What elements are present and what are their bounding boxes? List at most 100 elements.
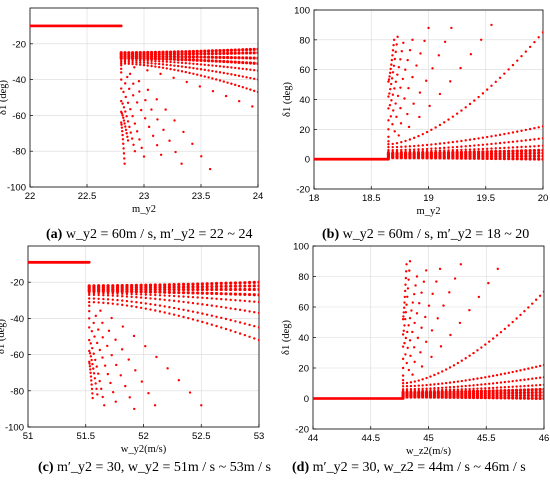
data-point — [481, 136, 485, 139]
data-point — [395, 43, 398, 46]
data-point — [442, 151, 446, 155]
caption-d-text: m′_y2 = 30, w_z2 = 44m / s ~ 46m / s — [312, 460, 526, 475]
data-point — [110, 316, 113, 320]
data-point — [163, 287, 167, 292]
data-point — [415, 64, 418, 67]
data-point — [477, 137, 480, 140]
data-point — [138, 56, 142, 60]
data-point — [130, 137, 134, 140]
data-point — [245, 76, 248, 79]
data-point — [88, 291, 91, 295]
data-point — [230, 73, 233, 76]
data-point — [511, 157, 515, 161]
data-point — [243, 287, 247, 292]
data-point — [120, 112, 124, 115]
data-point — [169, 52, 173, 56]
data-point — [158, 285, 162, 289]
data-point — [215, 64, 218, 68]
data-point — [92, 289, 96, 293]
data-point — [163, 311, 166, 314]
data-point — [238, 308, 242, 312]
x-tick-label: 45 — [423, 433, 434, 444]
data-point — [441, 382, 444, 385]
data-point — [121, 102, 124, 105]
data-point — [494, 152, 498, 156]
data-point — [153, 283, 157, 287]
data-point — [480, 376, 483, 380]
data-point — [406, 330, 409, 334]
data-point — [541, 148, 543, 152]
data-point — [135, 130, 139, 133]
data-point — [253, 89, 256, 93]
data-point — [534, 396, 538, 400]
y-tick-label: 80 — [299, 35, 310, 46]
data-point — [144, 287, 148, 292]
data-point — [485, 154, 489, 158]
data-point — [181, 287, 186, 292]
data-point — [210, 314, 214, 317]
data-point — [120, 348, 124, 351]
data-point — [541, 125, 543, 128]
data-point-pre — [119, 24, 123, 28]
data-point — [257, 300, 259, 304]
data-point — [196, 296, 199, 299]
data-point — [229, 318, 232, 322]
data-point — [155, 143, 159, 147]
data-point — [425, 147, 429, 151]
data-point — [200, 285, 205, 289]
data-point — [222, 65, 225, 68]
data-point — [241, 86, 244, 89]
data-point — [247, 292, 252, 297]
data-point — [187, 316, 190, 320]
data-point — [421, 144, 424, 147]
data-point — [516, 130, 519, 133]
data-point — [541, 137, 543, 140]
data-point — [456, 388, 460, 391]
data-point — [434, 142, 437, 146]
data-point — [139, 61, 142, 64]
data-point — [408, 48, 412, 52]
data-point — [149, 308, 152, 311]
data-point — [484, 376, 487, 379]
data-point — [503, 388, 507, 393]
data-point — [153, 290, 157, 294]
data-point — [393, 57, 397, 61]
data-point — [488, 340, 491, 343]
data-point — [155, 355, 158, 359]
data-point — [392, 64, 396, 68]
data-point — [107, 329, 111, 333]
data-point — [120, 289, 124, 294]
data-point — [502, 152, 506, 156]
data-point — [123, 60, 127, 63]
data-point — [406, 287, 410, 290]
data-point — [402, 306, 406, 309]
data-point — [150, 108, 153, 111]
caption-c-letter: (c) — [38, 460, 54, 475]
data-point — [124, 125, 127, 128]
data-point — [491, 391, 495, 395]
data-point — [127, 358, 130, 361]
data-point — [448, 390, 452, 394]
data-point — [541, 157, 543, 161]
data-point — [537, 154, 541, 158]
data-point — [172, 52, 176, 56]
data-point — [154, 293, 157, 297]
data-point — [88, 362, 91, 365]
data-point — [394, 50, 397, 54]
data-point — [120, 67, 123, 71]
x-tick-label: 22 — [25, 191, 36, 202]
data-point — [449, 333, 452, 337]
y-tick-label: -60 — [10, 350, 24, 361]
data-point — [433, 387, 436, 390]
data-point — [448, 381, 452, 384]
data-point — [146, 64, 149, 67]
data-point — [200, 291, 205, 295]
data-point — [410, 309, 413, 312]
data-point — [142, 56, 146, 61]
data-point — [220, 316, 223, 320]
data-point — [95, 365, 98, 368]
y-axis-label: δ1 (deg) — [0, 319, 7, 354]
data-point — [437, 382, 440, 386]
data-point — [220, 297, 223, 301]
y-tick-label: 20 — [299, 125, 310, 136]
